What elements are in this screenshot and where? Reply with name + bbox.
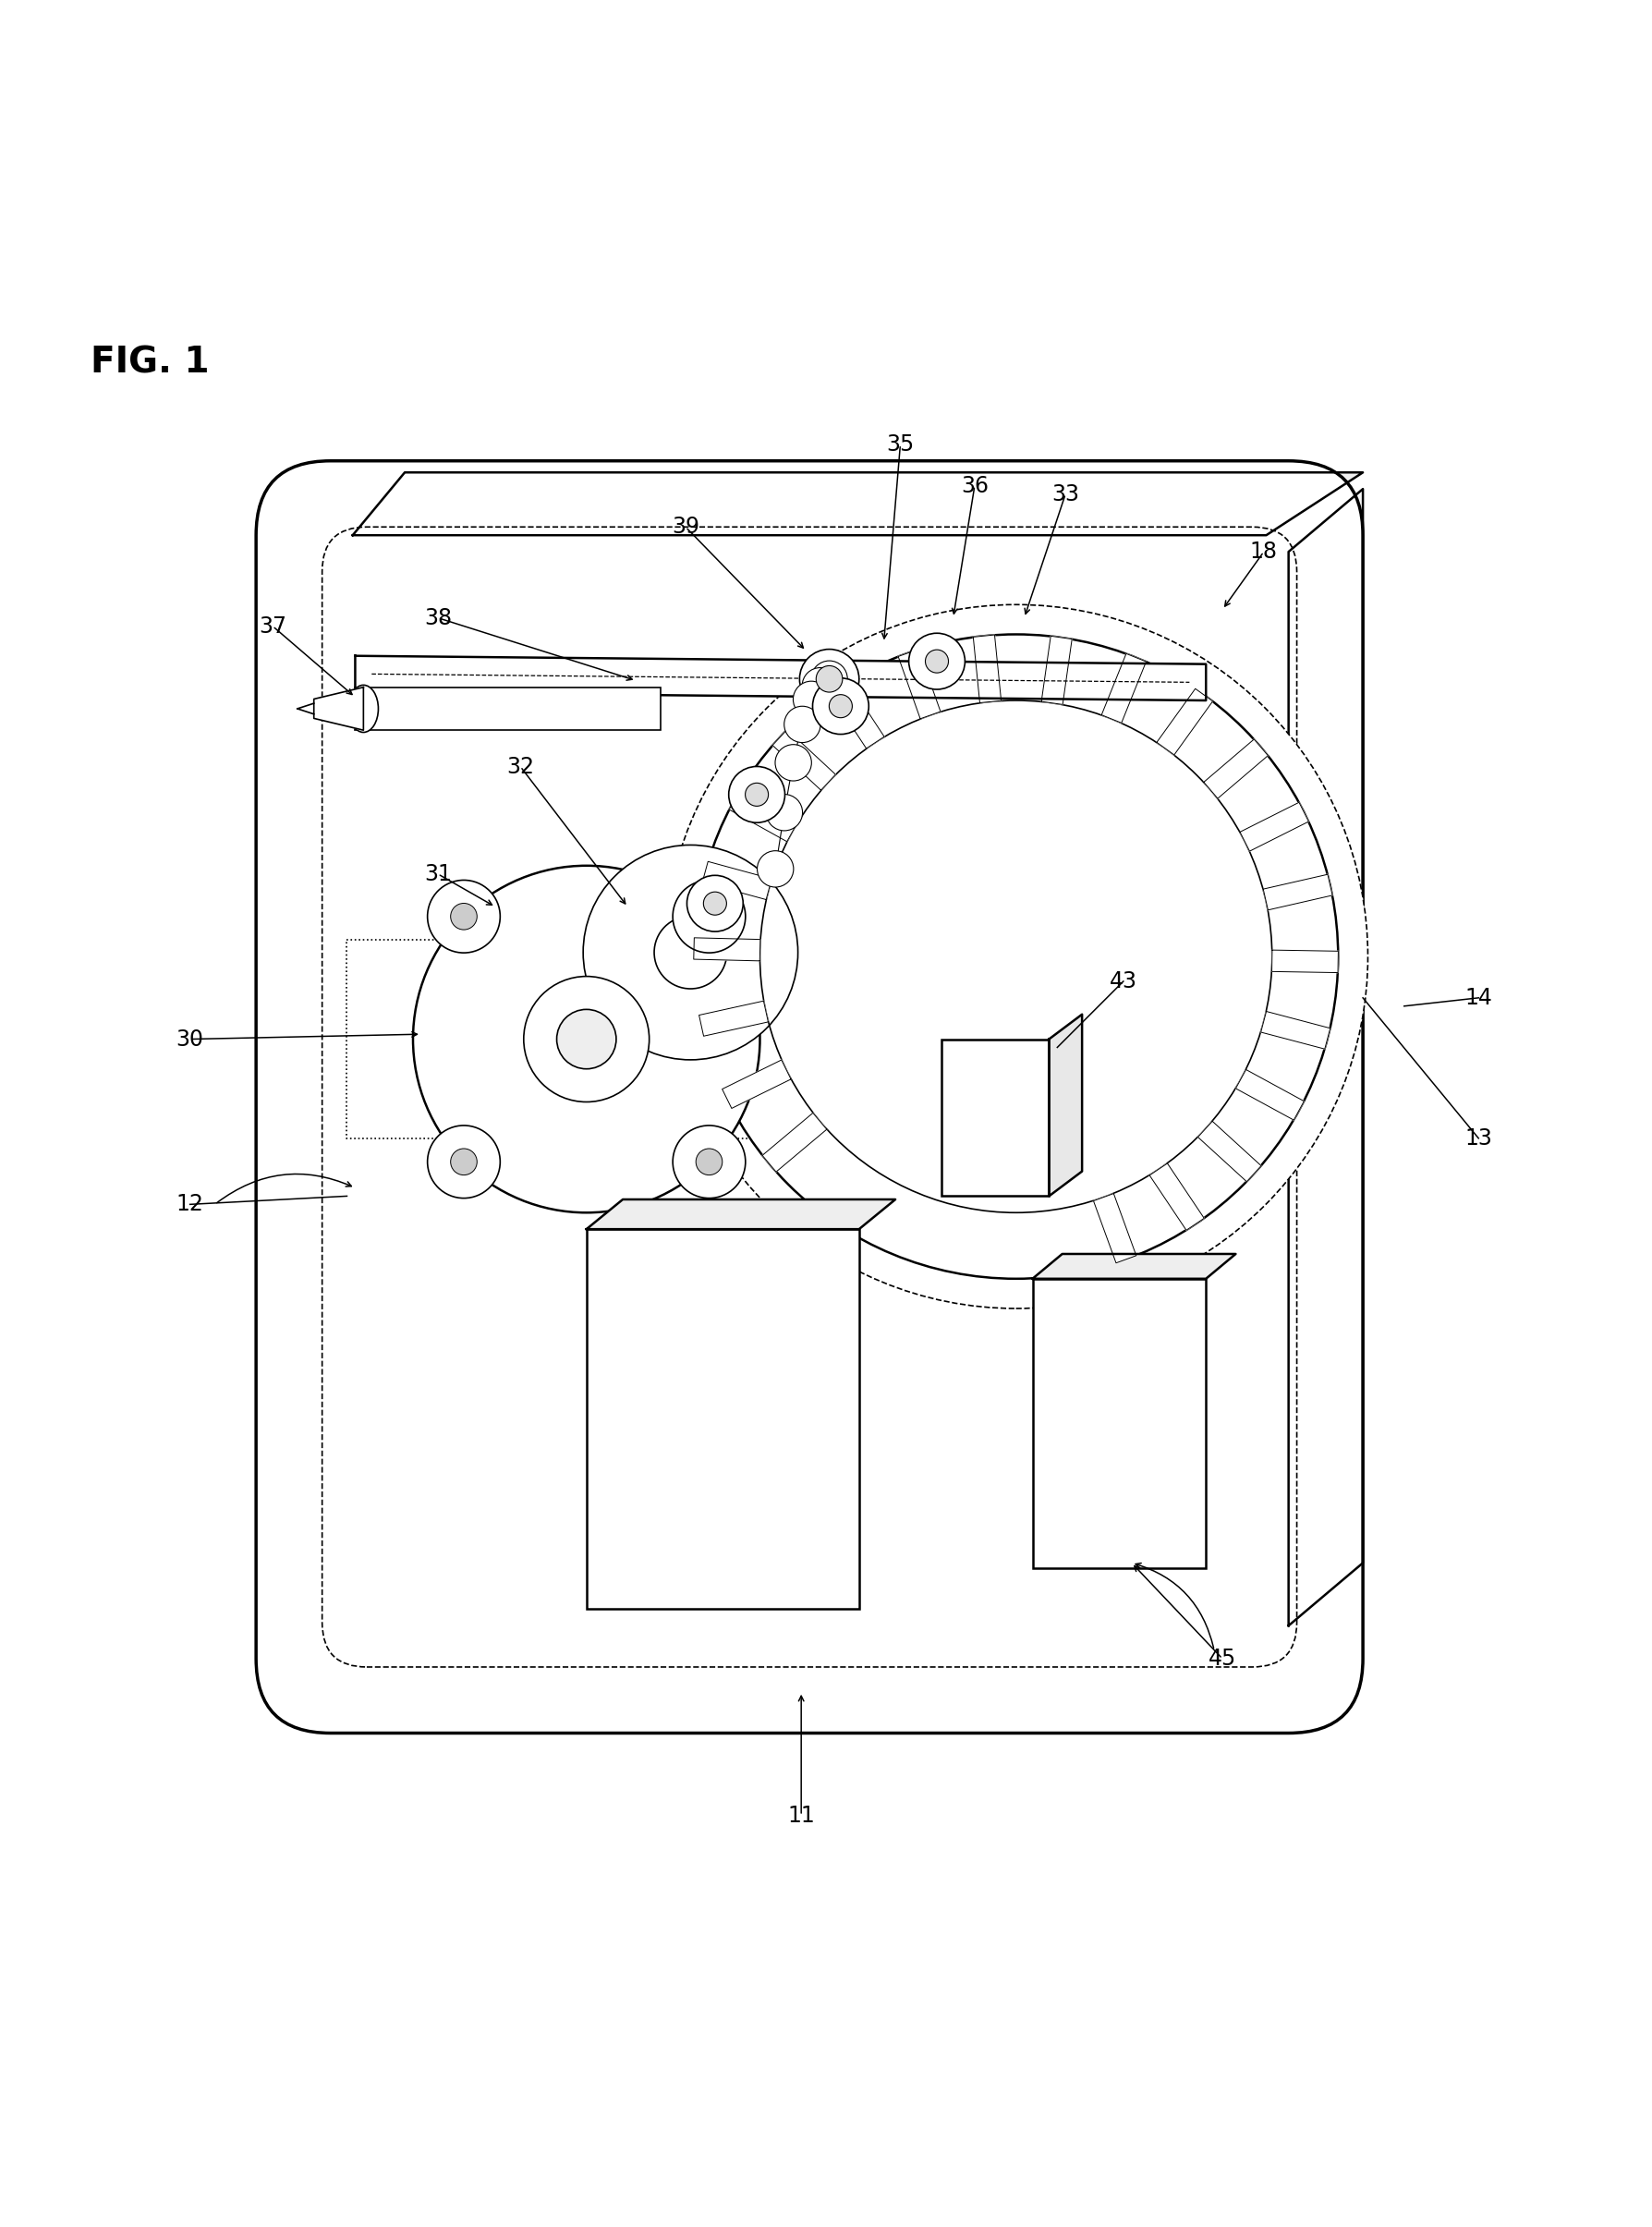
Text: 43: 43: [1110, 971, 1137, 993]
Polygon shape: [1198, 1120, 1260, 1183]
FancyBboxPatch shape: [256, 461, 1363, 1733]
Text: 38: 38: [425, 606, 451, 628]
Circle shape: [428, 1125, 501, 1198]
Bar: [355, 688, 661, 730]
Text: FIG. 1: FIG. 1: [91, 345, 210, 381]
Polygon shape: [1049, 1013, 1082, 1196]
Circle shape: [793, 681, 829, 717]
Circle shape: [451, 904, 477, 929]
Circle shape: [767, 795, 803, 831]
Polygon shape: [1032, 1254, 1236, 1278]
Polygon shape: [314, 688, 363, 730]
Circle shape: [451, 1149, 477, 1176]
Polygon shape: [699, 1000, 768, 1036]
Circle shape: [557, 1009, 616, 1069]
Polygon shape: [1204, 739, 1269, 799]
Polygon shape: [1241, 802, 1308, 851]
Circle shape: [729, 766, 785, 822]
Circle shape: [583, 844, 798, 1060]
Circle shape: [813, 677, 869, 735]
Polygon shape: [354, 472, 1363, 534]
Circle shape: [695, 904, 722, 929]
Circle shape: [811, 661, 847, 697]
Circle shape: [775, 744, 811, 782]
Text: 39: 39: [672, 517, 699, 539]
Polygon shape: [1272, 951, 1338, 973]
Text: 14: 14: [1465, 987, 1492, 1009]
Circle shape: [816, 666, 843, 693]
Circle shape: [694, 635, 1338, 1278]
Circle shape: [428, 880, 501, 953]
Text: 18: 18: [1251, 541, 1277, 563]
Text: 36: 36: [961, 474, 988, 497]
Circle shape: [803, 668, 839, 704]
Polygon shape: [729, 791, 798, 842]
Circle shape: [524, 975, 649, 1102]
Circle shape: [672, 1125, 745, 1198]
Polygon shape: [355, 655, 1206, 702]
Circle shape: [909, 632, 965, 690]
Text: 32: 32: [507, 755, 534, 777]
Circle shape: [672, 880, 745, 953]
Polygon shape: [1236, 1069, 1303, 1120]
Bar: [942, 1040, 1049, 1196]
Text: 37: 37: [259, 615, 286, 637]
Text: 13: 13: [1465, 1127, 1492, 1149]
Circle shape: [925, 650, 948, 673]
Polygon shape: [973, 635, 1001, 704]
Text: 31: 31: [425, 862, 451, 884]
Text: 33: 33: [1052, 483, 1079, 506]
Polygon shape: [1094, 1194, 1137, 1263]
Polygon shape: [1041, 637, 1072, 704]
Circle shape: [664, 604, 1368, 1309]
Text: 45: 45: [1209, 1648, 1236, 1670]
Text: 12: 12: [177, 1194, 203, 1216]
Polygon shape: [899, 650, 940, 719]
Polygon shape: [1102, 653, 1146, 724]
Text: 11: 11: [788, 1804, 814, 1826]
Text: 30: 30: [177, 1029, 203, 1051]
Polygon shape: [722, 1060, 791, 1109]
Polygon shape: [1260, 1011, 1330, 1049]
Polygon shape: [762, 1114, 826, 1171]
Polygon shape: [829, 681, 884, 748]
Polygon shape: [1289, 490, 1363, 1626]
Circle shape: [704, 891, 727, 915]
Circle shape: [785, 706, 821, 742]
Polygon shape: [1156, 688, 1213, 755]
Circle shape: [687, 875, 743, 931]
Circle shape: [413, 866, 760, 1214]
Text: 35: 35: [887, 434, 914, 457]
Circle shape: [800, 650, 859, 708]
Circle shape: [829, 695, 852, 717]
Polygon shape: [1150, 1162, 1204, 1229]
Bar: [586, 1229, 859, 1610]
Polygon shape: [694, 938, 760, 960]
Polygon shape: [586, 1200, 895, 1229]
Ellipse shape: [349, 686, 378, 733]
Circle shape: [757, 851, 793, 886]
Bar: [1032, 1278, 1206, 1568]
Polygon shape: [702, 862, 771, 900]
Circle shape: [695, 1149, 722, 1176]
Polygon shape: [1264, 875, 1333, 911]
Circle shape: [745, 784, 768, 806]
Circle shape: [654, 915, 727, 989]
Polygon shape: [773, 730, 836, 791]
